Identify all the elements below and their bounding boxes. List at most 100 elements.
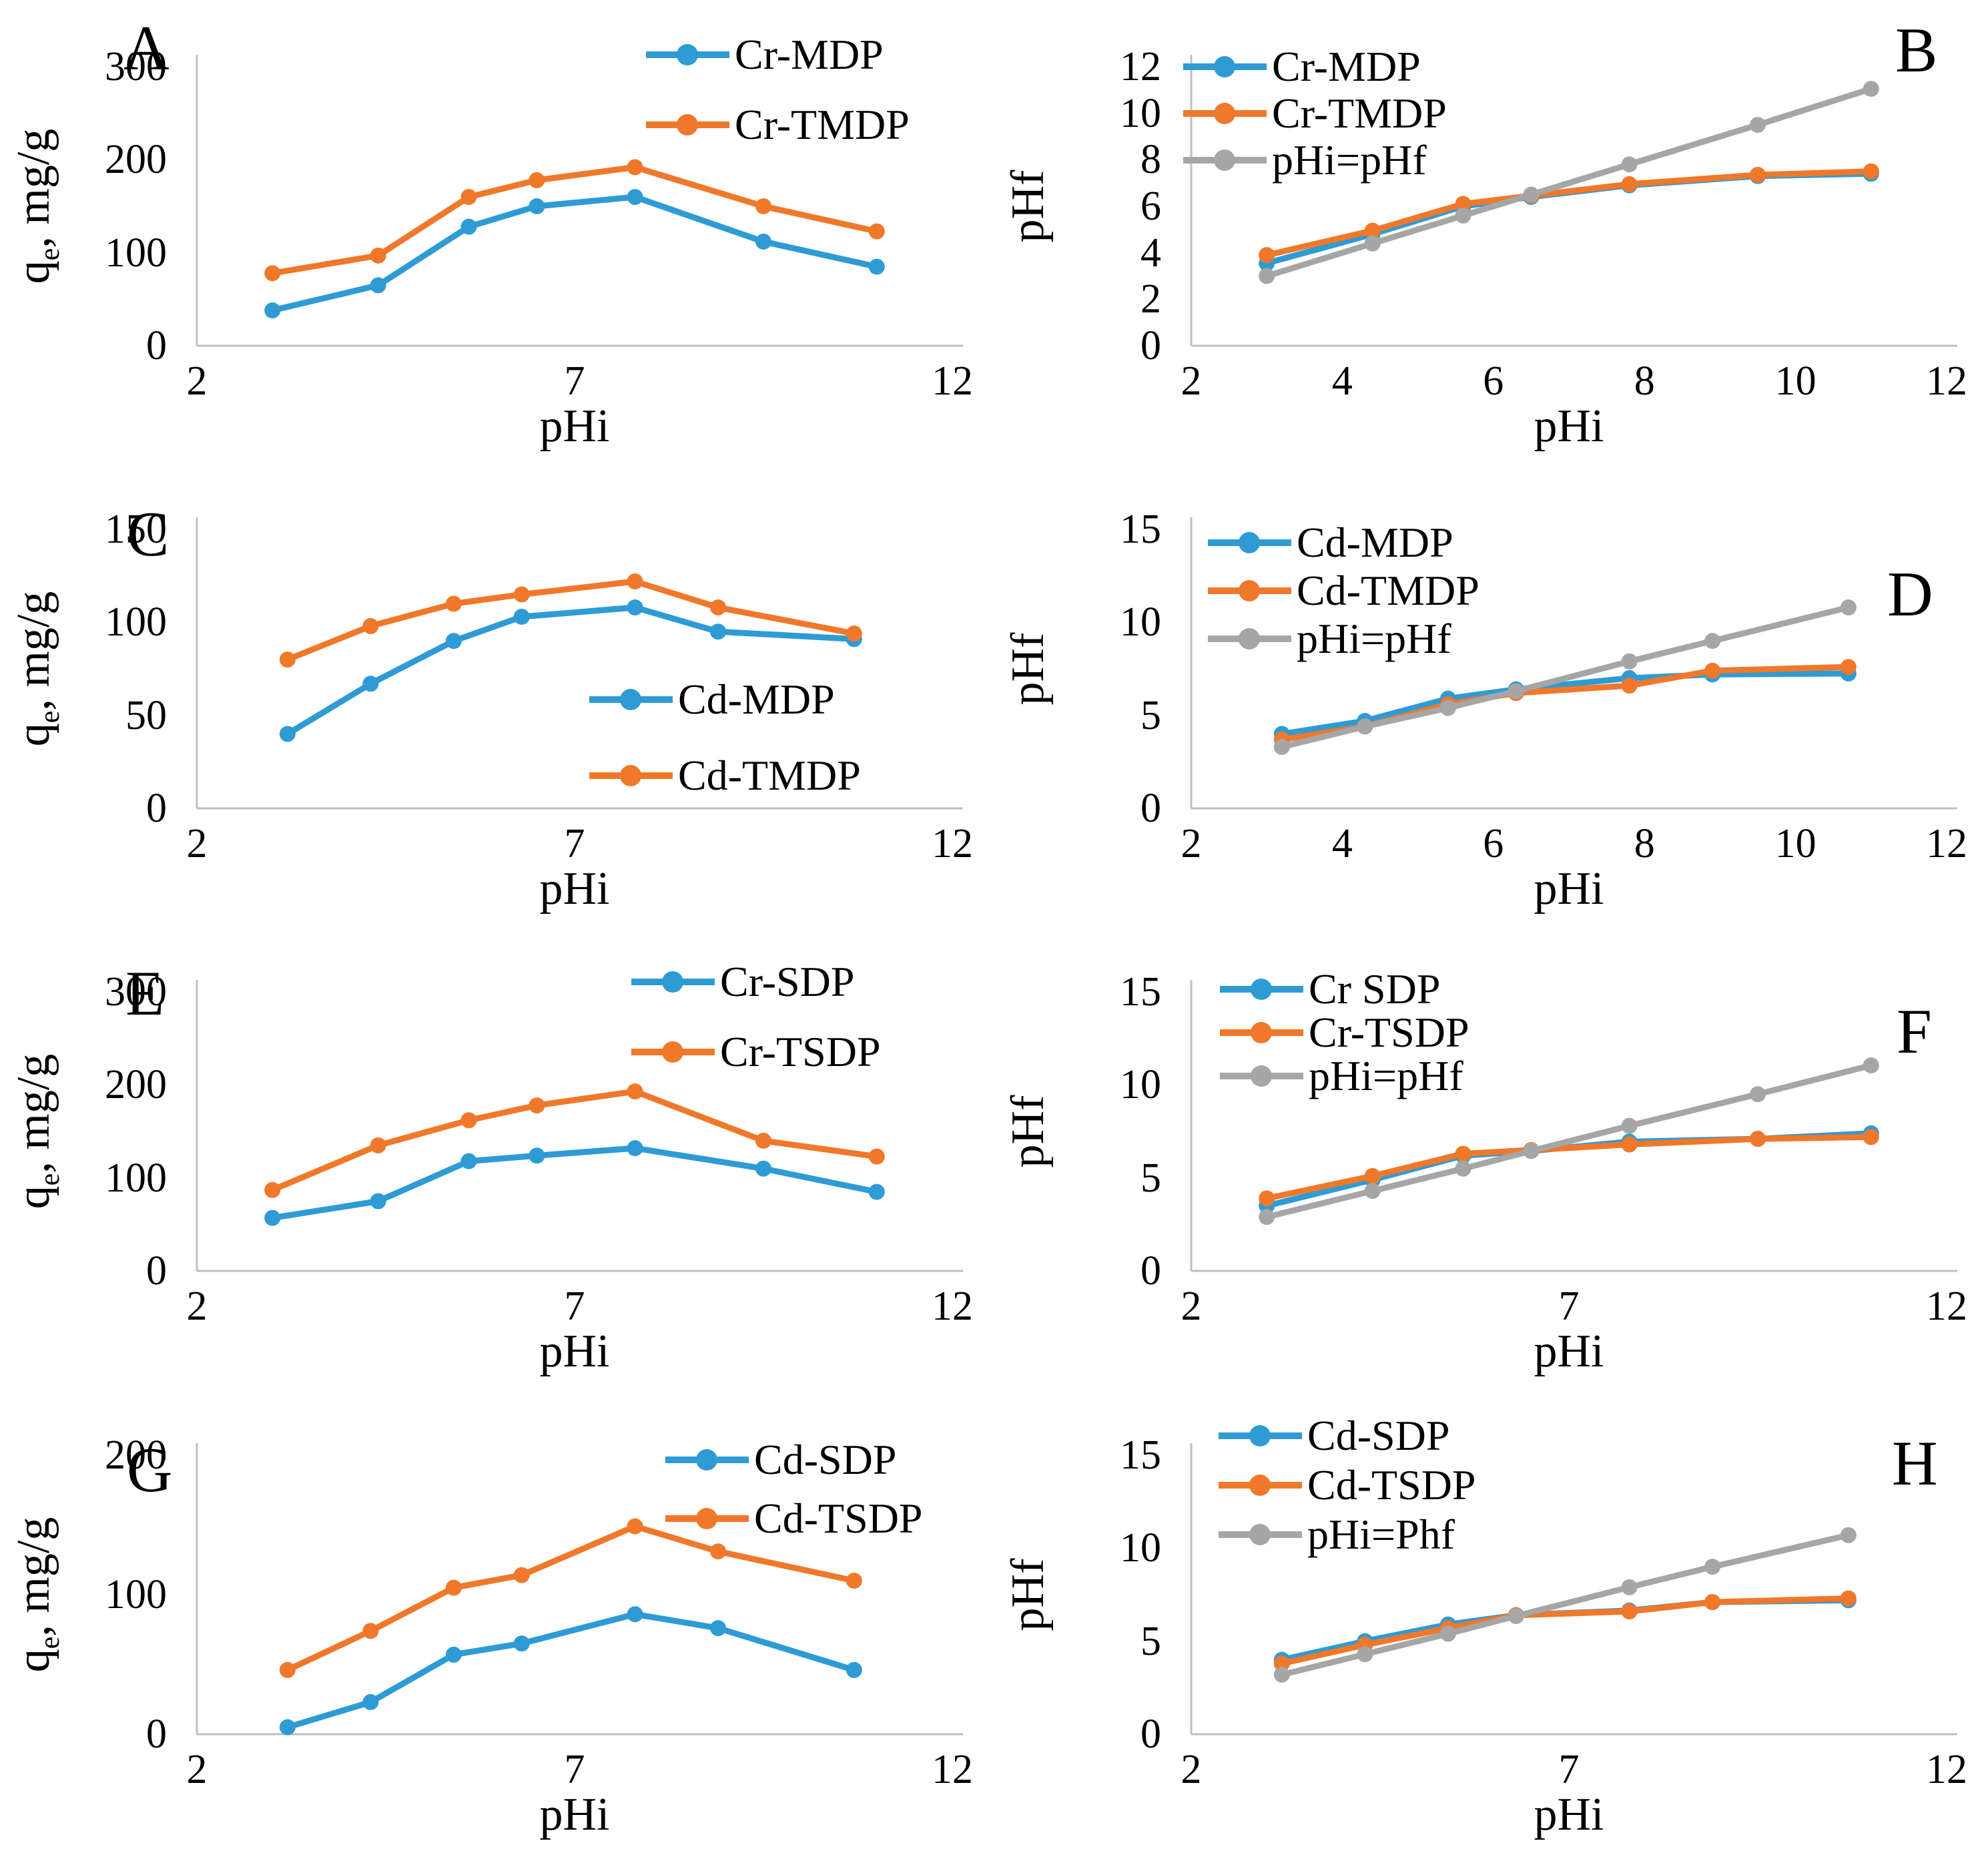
x-tick-label: 6 bbox=[1483, 821, 1504, 866]
legend-marker-icon bbox=[1251, 1022, 1272, 1043]
y-tick-label: 0 bbox=[1140, 323, 1161, 368]
data-point-Cr-SDP bbox=[264, 1210, 281, 1226]
legend-item: pHi=pHf bbox=[1208, 616, 1451, 662]
legend-marker-icon bbox=[1249, 1524, 1271, 1545]
data-point-pHi=pHf bbox=[1455, 207, 1471, 224]
legend-item: Cd-TSDP bbox=[1219, 1463, 1476, 1508]
y-tick-label: 150 bbox=[105, 507, 167, 552]
series-line-Cr-SDP bbox=[269, 1145, 880, 1222]
data-point-Cd-TMDP bbox=[627, 573, 643, 590]
x-axis-label: pHi bbox=[539, 1326, 610, 1377]
legend-swatch-icon bbox=[665, 1449, 749, 1471]
data-point-Cd-SDP bbox=[710, 1620, 727, 1637]
legend-marker-icon bbox=[696, 1449, 717, 1471]
x-tick-label: 4 bbox=[1331, 821, 1353, 866]
y-tick-label: 4 bbox=[1140, 230, 1161, 276]
data-point-Cd-SDP bbox=[362, 1693, 379, 1710]
data-point-pHi=pHf bbox=[1439, 700, 1456, 716]
legend-item: Cr-MDP bbox=[1183, 44, 1421, 89]
data-point-Cd-TMDP bbox=[710, 599, 727, 616]
y-tick-label: 200 bbox=[105, 1432, 167, 1478]
data-point-Cd-TSDP bbox=[1621, 1603, 1638, 1620]
data-point-Cr-SDP bbox=[868, 1183, 885, 1200]
legend-marker-icon bbox=[662, 1041, 683, 1063]
y-tick-label: 100 bbox=[105, 1572, 167, 1617]
legend-swatch-icon bbox=[1220, 1065, 1303, 1087]
y-tick-label: 5 bbox=[1140, 692, 1161, 738]
data-point-Cr-TSDP bbox=[1621, 1136, 1638, 1153]
legend-item: Cr-TMDP bbox=[646, 102, 910, 148]
y-tick-label: 200 bbox=[105, 1062, 167, 1108]
legend-label: Cr SDP bbox=[1309, 965, 1441, 1013]
legend-item: Cr-TSDP bbox=[631, 1029, 881, 1075]
x-tick-label: 2 bbox=[1181, 1747, 1202, 1792]
series-line-Cd-TSDP bbox=[284, 1523, 858, 1673]
y-tick-label: 10 bbox=[1120, 599, 1161, 645]
y-axis-label-unit: , mg/g bbox=[8, 591, 59, 711]
legend-swatch-icon bbox=[1219, 1524, 1302, 1545]
panel-letter: G bbox=[127, 1434, 173, 1505]
data-point-pHi=Phf bbox=[1357, 1646, 1373, 1663]
data-point-Cd-SDP bbox=[627, 1606, 643, 1623]
x-tick-label: 2 bbox=[186, 358, 208, 404]
data-point-Cr-MDP bbox=[755, 233, 771, 250]
legend-item: Cd-MDP bbox=[589, 677, 835, 722]
y-axis-label-subscript: e bbox=[35, 248, 65, 261]
x-tick-label: 8 bbox=[1634, 821, 1655, 866]
panel-D: D pHf pHi 0 5 10 15 2 4 6 8 10 12 Cd-MDP Cd-TMDP pHi… bbox=[994, 463, 1988, 925]
legend-item: Cd-TMDP bbox=[1208, 568, 1479, 613]
legend-marker-icon bbox=[1214, 56, 1235, 77]
y-axis-label-text: pHf bbox=[1002, 632, 1054, 706]
legend-label: Cr-TMDP bbox=[735, 101, 910, 148]
x-tick-label: 7 bbox=[564, 1747, 585, 1792]
data-point-Cr-SDP bbox=[755, 1160, 771, 1177]
data-point-Cd-MDP bbox=[513, 608, 530, 625]
x-axis-label: pHi bbox=[1534, 1326, 1604, 1377]
panel-letter: H bbox=[1892, 1428, 1938, 1499]
legend-swatch-icon bbox=[646, 44, 729, 65]
data-point-Cd-TMDP bbox=[1704, 662, 1721, 679]
legend-label: Cd-SDP bbox=[1307, 1412, 1450, 1459]
y-axis-label-text: q bbox=[8, 723, 59, 747]
x-tick-label: 12 bbox=[1926, 358, 1967, 404]
legend-label: Cr-TSDP bbox=[1309, 1009, 1469, 1056]
panel-E: E qe, mg/g pHi 0 100 200 300 2 7 12 Cr-SDP Cr-TS… bbox=[0, 925, 994, 1388]
data-point-pHi=pHf bbox=[1704, 633, 1721, 649]
data-point-Cr-TMDP bbox=[1455, 196, 1471, 212]
data-point-Cd-TMDP bbox=[362, 617, 379, 634]
y-tick-label: 0 bbox=[146, 1248, 167, 1294]
legend-marker-icon bbox=[696, 1508, 717, 1529]
panel-letter: F bbox=[1897, 996, 1932, 1067]
panel-B: B pHf pHi 0 2 4 6 8 10 12 2 4 6 8 10 12 Cr-MDP Cr-TMDP… bbox=[994, 0, 1988, 463]
legend-swatch-icon bbox=[589, 765, 673, 786]
legend-swatch-icon bbox=[1183, 56, 1267, 77]
x-axis-label: pHi bbox=[1534, 401, 1604, 452]
y-tick-label: 6 bbox=[1140, 184, 1161, 229]
legend-item: Cd-SDP bbox=[665, 1437, 896, 1483]
y-axis-label-text: pHf bbox=[1002, 1095, 1054, 1168]
data-point-pHi=pHf bbox=[1621, 1117, 1638, 1134]
data-point-Cr-TSDP bbox=[868, 1148, 885, 1165]
y-tick-label: 10 bbox=[1120, 1525, 1161, 1571]
series-line-Cr-TSDP bbox=[1263, 1133, 1875, 1202]
x-tick-label: 7 bbox=[1558, 1284, 1580, 1329]
x-tick-label: 12 bbox=[932, 1747, 973, 1792]
y-axis-label: qe, mg/g bbox=[7, 19, 67, 393]
data-point-Cd-TMDP bbox=[513, 586, 530, 603]
data-point-Cd-TMDP bbox=[846, 625, 862, 642]
legend-item: Cr SDP bbox=[1220, 967, 1440, 1012]
legend-label: Cr-TMDP bbox=[1272, 89, 1447, 137]
data-point-Cr-TMDP bbox=[1259, 247, 1275, 264]
data-point-pHi=pHf bbox=[1863, 81, 1879, 97]
legend-swatch-icon bbox=[1208, 628, 1291, 649]
data-point-Cd-MDP bbox=[710, 623, 727, 640]
data-point-pHi=Phf bbox=[1439, 1625, 1456, 1642]
data-point-Cr-TMDP bbox=[755, 198, 771, 214]
x-tick-label: 2 bbox=[1181, 1284, 1202, 1329]
data-point-Cr-TMDP bbox=[460, 189, 477, 206]
data-point-Cr-TMDP bbox=[529, 172, 545, 188]
data-point-Cd-TSDP bbox=[627, 1518, 643, 1535]
x-tick-label: 10 bbox=[1774, 358, 1816, 404]
data-point-Cr-TSDP bbox=[1364, 1167, 1381, 1184]
data-point-Cr-TMDP bbox=[1750, 166, 1766, 183]
